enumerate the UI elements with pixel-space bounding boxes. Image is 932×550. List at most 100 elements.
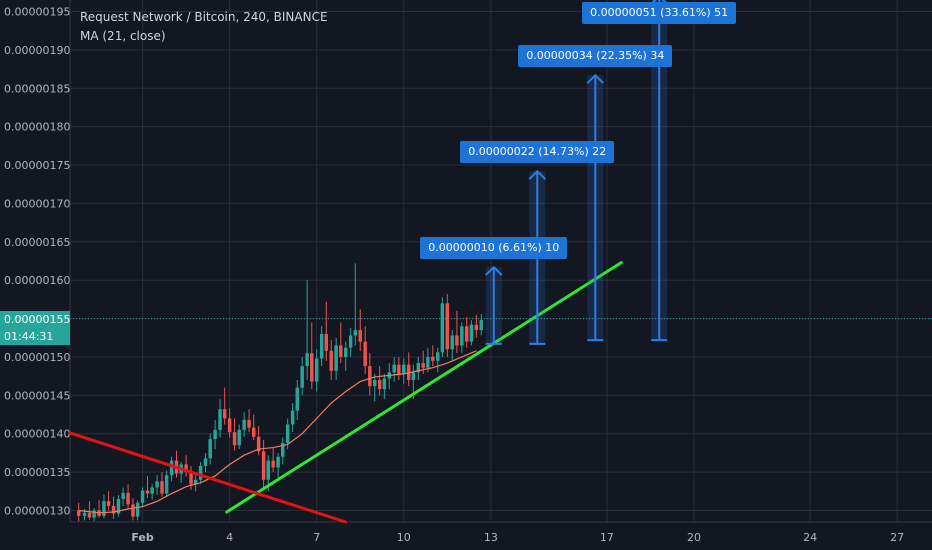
- candle-body: [469, 324, 474, 342]
- candle-body: [310, 353, 314, 382]
- candle-body: [106, 501, 111, 506]
- candle-body: [222, 409, 227, 419]
- candle-body: [339, 345, 343, 357]
- candle-body: [121, 492, 125, 499]
- x-tick-label: 24: [803, 531, 817, 544]
- candle-body: [131, 504, 135, 517]
- support-trendline: [225, 261, 623, 514]
- candle-body: [198, 465, 203, 480]
- candle-body: [247, 419, 251, 428]
- y-tick-label: 0.00000170: [4, 197, 70, 210]
- measure-arrowhead: [485, 265, 503, 276]
- candle-body: [465, 326, 469, 342]
- x-tick-label: 7: [313, 531, 320, 544]
- candle-body: [203, 458, 208, 466]
- candle-body: [140, 490, 145, 503]
- candle-body: [373, 379, 377, 387]
- candle-body: [227, 418, 232, 433]
- measure-arrowhead: [650, 0, 668, 5]
- measurement-label[interactable]: 0.00000022 (14.73%) 22: [460, 141, 615, 164]
- x-tick-label: 17: [600, 531, 614, 544]
- candle-body: [155, 481, 159, 488]
- y-tick-label: 0.00000140: [4, 428, 70, 441]
- candle-body: [455, 335, 459, 346]
- candle-body: [416, 363, 421, 373]
- candle-body: [348, 335, 353, 348]
- candle-body: [314, 358, 319, 382]
- candle-body: [160, 481, 164, 494]
- candle-body: [145, 490, 150, 494]
- moving-average-line: [78, 350, 477, 514]
- candle-body: [266, 460, 270, 480]
- candle-body: [343, 347, 348, 357]
- candle-body: [261, 451, 266, 480]
- candle-body: [479, 320, 483, 331]
- resistance-trendline: [68, 431, 348, 524]
- x-tick-label: 13: [484, 531, 498, 544]
- candle-body: [397, 364, 401, 374]
- candle-body: [382, 378, 387, 390]
- candle-body: [290, 410, 295, 425]
- candle-body: [242, 419, 246, 430]
- candle-body: [440, 303, 445, 353]
- candle-body: [102, 501, 106, 516]
- y-tick-label: 0.00000185: [4, 82, 70, 95]
- y-tick-label: 0.00000195: [4, 6, 70, 19]
- x-tick-label: Feb: [131, 531, 154, 544]
- candle-body: [150, 487, 154, 494]
- indicator-label[interactable]: MA (21, close): [80, 29, 166, 43]
- candle-body: [358, 330, 362, 342]
- symbol-title[interactable]: Request Network / Bitcoin, 240, BINANCE: [80, 10, 328, 24]
- candle-body: [271, 460, 275, 468]
- candle-body: [445, 303, 450, 350]
- measurement-label[interactable]: 0.00000034 (22.35%) 34: [518, 45, 673, 68]
- candle-body: [237, 429, 241, 446]
- y-tick-label: 0.00000190: [4, 44, 70, 57]
- candle-body: [363, 341, 367, 367]
- y-tick-label: 0.00000180: [4, 121, 70, 134]
- y-tick-label: 0.00000165: [4, 236, 70, 249]
- candle-body: [295, 387, 299, 411]
- y-tick-label: 0.00000175: [4, 159, 70, 172]
- candle-body: [184, 464, 188, 473]
- candle-body: [426, 356, 430, 368]
- candle-body: [126, 492, 130, 505]
- candle-body: [116, 498, 121, 514]
- candle-body: [329, 350, 333, 371]
- candle-body: [402, 364, 406, 374]
- candle-body: [300, 366, 304, 388]
- candle-body: [276, 456, 280, 468]
- candle-body: [82, 512, 87, 516]
- candle-body: [208, 439, 212, 459]
- candle-body: [324, 333, 329, 351]
- candle-body: [111, 505, 116, 514]
- y-tick-label: 0.00000150: [4, 351, 70, 364]
- candle-body: [285, 424, 290, 443]
- candle-body: [92, 510, 96, 518]
- candle-body: [460, 326, 464, 346]
- chart-legend: Request Network / Bitcoin, 240, BINANCE …: [80, 8, 328, 46]
- measurement-label[interactable]: 0.00000010 (6.61%) 10: [420, 237, 568, 260]
- candle-body: [305, 353, 309, 367]
- candle-body: [164, 475, 169, 494]
- candle-body: [436, 352, 440, 361]
- candle-body: [189, 472, 193, 485]
- candle-body: [353, 330, 358, 336]
- candle-body: [135, 502, 140, 517]
- candle-body: [281, 442, 285, 457]
- candle-body: [256, 436, 261, 452]
- candle-body: [377, 379, 382, 390]
- candle-body: [76, 510, 81, 516]
- current-price-tag: 0.00000155 01:44:31: [0, 310, 70, 345]
- candle-body: [474, 324, 479, 331]
- y-tick-label: 0.00000135: [4, 466, 70, 479]
- candle-body: [213, 429, 217, 440]
- candle-body: [319, 333, 324, 359]
- bar-countdown: 01:44:31: [4, 329, 54, 343]
- measurement-label[interactable]: 0.00000051 (33.61%) 51: [582, 2, 737, 24]
- x-tick-label: 27: [890, 531, 904, 544]
- candle-body: [334, 345, 338, 371]
